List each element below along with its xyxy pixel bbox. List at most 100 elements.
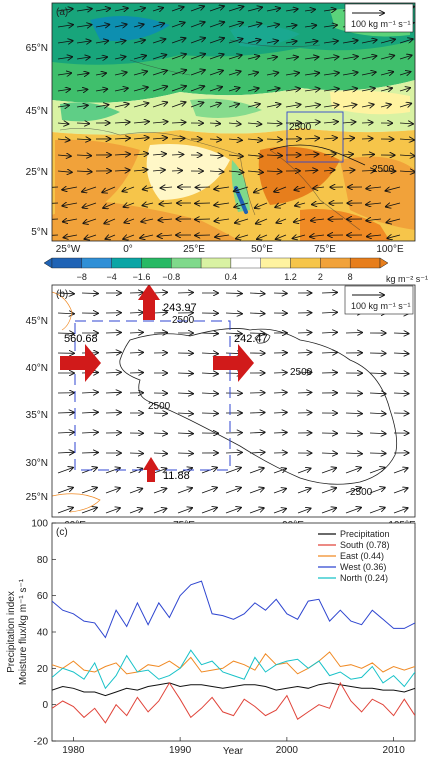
wind-vector [247, 171, 263, 172]
wind-vector [152, 154, 166, 155]
wind-vector [342, 138, 354, 139]
wind-vector [81, 412, 98, 413]
wind-vector [114, 138, 130, 139]
wind-vector [105, 412, 121, 413]
panel-a: (a) 100 kg m⁻¹ s⁻¹ 2500 2500 65°N 45°N 2… [26, 2, 416, 255]
wind-vector [52, 234, 59, 236]
wind-vector [95, 25, 109, 27]
wind-vector [345, 468, 361, 474]
wind-vector [323, 122, 338, 123]
wind-vector [82, 186, 97, 192]
panel-b: (b) 100 kg m⁻¹ s⁻¹ 2500 2500 2500 2500 2… [26, 284, 416, 531]
colorbar-swatch [349, 257, 381, 269]
wind-vector [266, 104, 280, 107]
wind-vector [228, 23, 243, 28]
wind-vector [64, 235, 78, 238]
wind-vector [76, 9, 92, 11]
panel-b-ref-label: 100 kg m⁻¹ s⁻¹ [351, 301, 411, 311]
panel-a-lon-tick: 0° [123, 244, 133, 255]
wind-vector [313, 187, 325, 188]
panel-a-lon-tick: 25°E [183, 244, 205, 255]
wind-vector [57, 123, 68, 124]
colorbar-tick: −0.8 [162, 272, 180, 282]
wind-vector [152, 138, 167, 139]
wind-vector [105, 392, 121, 393]
wind-vector [225, 452, 242, 453]
wind-vector [129, 469, 142, 474]
wind-vector [124, 203, 135, 207]
wind-vector [152, 39, 165, 43]
x-tick-label: 1990 [169, 745, 192, 756]
wind-vector [201, 508, 217, 514]
wind-vector [57, 412, 74, 413]
wind-vector [158, 219, 173, 220]
wind-vector [171, 7, 184, 12]
colorbar: −8 −4 −1.6 −0.8 0.4 1.2 2 8 kg m⁻² s⁻¹ [43, 257, 428, 284]
wind-vector [342, 154, 353, 155]
wind-vector [321, 352, 337, 353]
wind-vector [124, 219, 135, 223]
wind-vector [294, 219, 306, 222]
wind-vector [129, 312, 143, 313]
wind-vector [304, 9, 315, 11]
wind-vector [247, 56, 259, 59]
colorbar-swatch [81, 257, 112, 269]
legend-entry: Precipitation [340, 529, 390, 539]
wind-vector [105, 488, 120, 494]
wind-vector [171, 170, 182, 171]
wind-vector [57, 333, 74, 334]
wind-vector [361, 122, 373, 123]
wind-vector [399, 171, 415, 172]
series-line-precipitation [52, 682, 415, 697]
wind-vector [297, 392, 311, 393]
wind-vector [254, 186, 268, 192]
wind-vector [62, 203, 78, 206]
wind-vector [366, 219, 382, 221]
wind-vector [275, 202, 287, 207]
wind-vector [387, 235, 401, 238]
wind-vector [57, 452, 74, 453]
wind-vector [323, 89, 339, 91]
wind-vector [76, 171, 92, 172]
wind-vector [57, 468, 73, 474]
wind-vector [133, 154, 148, 155]
panel-b-lat-tick: 40°N [26, 363, 48, 374]
wind-vector [228, 123, 241, 124]
wind-vector [105, 235, 116, 239]
wind-vector [190, 22, 205, 28]
y-tick-label: 80 [37, 555, 49, 566]
wind-vector [323, 9, 336, 11]
wind-vector [123, 235, 135, 239]
wind-vector [297, 372, 311, 373]
wind-vector [321, 508, 336, 514]
panel-b-lat-tick: 45°N [26, 316, 48, 327]
wind-vector [171, 138, 184, 139]
wind-vector [105, 332, 121, 333]
wind-vector [225, 313, 242, 314]
wind-vector [105, 508, 120, 514]
west-flux-arrow [60, 344, 101, 382]
panel-b-lat-tick: 30°N [26, 458, 48, 469]
wind-vector [369, 433, 386, 434]
wind-vector [304, 105, 320, 107]
wind-vector [369, 413, 386, 414]
wind-vector [342, 89, 357, 91]
wind-vector [273, 392, 287, 393]
wind-vector [57, 41, 73, 43]
wind-vector [342, 40, 358, 43]
wind-vector [209, 103, 221, 107]
legend-entry: West (0.36) [340, 562, 386, 572]
wind-vector [342, 122, 355, 123]
wind-vector [133, 170, 147, 171]
wind-vector [323, 105, 338, 107]
panel-a-reference-vector: 100 kg m⁻¹ s⁻¹ [344, 3, 414, 33]
wind-vector [104, 218, 116, 224]
wind-vector [345, 508, 361, 514]
wind-vector [76, 123, 89, 124]
wind-vector [142, 203, 154, 205]
wind-vector [153, 469, 166, 474]
wind-vector [114, 170, 129, 171]
wind-vector [152, 170, 165, 171]
wind-vector [209, 54, 224, 60]
colorbar-swatch [230, 257, 261, 269]
